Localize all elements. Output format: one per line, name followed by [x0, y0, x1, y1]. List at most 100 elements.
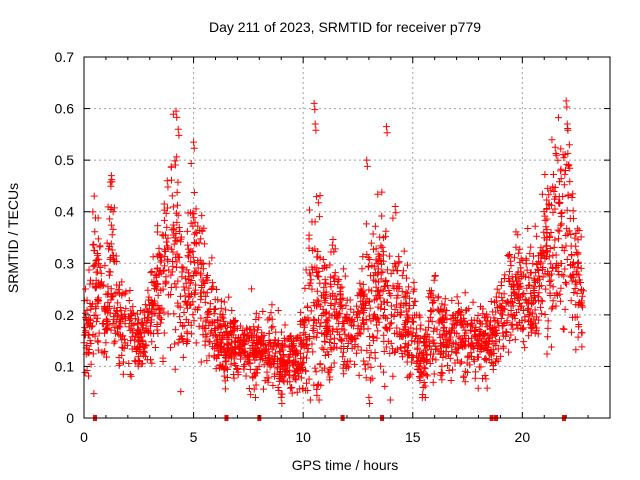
data-point	[223, 374, 231, 382]
data-point	[539, 273, 547, 281]
data-point	[86, 337, 94, 345]
data-point	[185, 284, 193, 292]
data-point	[411, 338, 419, 346]
data-point	[182, 274, 190, 282]
data-point	[574, 225, 582, 233]
data-point	[368, 374, 376, 382]
data-point	[108, 231, 116, 239]
data-point	[127, 307, 135, 315]
data-point	[313, 272, 321, 280]
data-point	[162, 279, 170, 287]
data-point	[82, 285, 90, 293]
data-point	[195, 303, 203, 311]
data-point	[385, 289, 393, 297]
data-point	[122, 305, 130, 313]
data-point	[253, 340, 261, 348]
data-point	[157, 286, 165, 294]
data-point	[374, 250, 382, 258]
data-point-peak	[174, 125, 182, 133]
y-tick-label: 0.4	[55, 204, 75, 220]
data-point-peak	[363, 162, 371, 170]
data-point	[200, 288, 208, 296]
data-point	[464, 368, 472, 376]
data-point	[522, 260, 530, 268]
data-point	[172, 230, 180, 238]
data-point	[110, 304, 118, 312]
data-point	[190, 289, 198, 297]
data-point	[215, 351, 223, 359]
data-point	[84, 321, 92, 329]
data-point	[252, 309, 260, 317]
data-point	[336, 335, 344, 343]
data-point	[426, 359, 434, 367]
data-point	[477, 303, 485, 311]
data-point	[440, 306, 448, 314]
data-point	[552, 193, 560, 201]
data-point	[268, 315, 276, 323]
data-point	[103, 353, 111, 361]
data-point	[441, 331, 449, 339]
data-point	[108, 293, 116, 301]
data-point	[545, 200, 553, 208]
data-point	[331, 272, 339, 280]
data-point	[197, 358, 205, 366]
data-point	[416, 350, 424, 358]
data-point	[191, 305, 199, 313]
data-point	[203, 289, 211, 297]
data-point	[271, 336, 279, 344]
data-point	[520, 306, 528, 314]
data-point-peak	[383, 129, 391, 137]
data-point	[180, 322, 188, 330]
data-point	[369, 230, 377, 238]
data-point	[541, 255, 549, 263]
data-point	[125, 359, 133, 367]
data-point	[562, 280, 570, 288]
data-point	[366, 333, 374, 341]
data-point-peak	[173, 113, 181, 121]
data-point	[157, 319, 165, 327]
data-point	[147, 269, 155, 277]
data-point	[139, 308, 147, 316]
data-point	[125, 297, 133, 305]
data-point	[234, 368, 242, 376]
data-point	[532, 268, 540, 276]
data-point	[340, 348, 348, 356]
data-point	[405, 341, 413, 349]
data-point	[322, 322, 330, 330]
data-point	[441, 301, 449, 309]
data-point	[225, 335, 233, 343]
data-point	[242, 372, 250, 380]
data-point	[94, 346, 102, 354]
data-point	[499, 329, 507, 337]
data-point	[106, 309, 114, 317]
data-point	[554, 268, 562, 276]
data-point	[534, 330, 542, 338]
data-point-peak	[108, 178, 116, 186]
data-point	[366, 354, 374, 362]
data-point	[343, 317, 351, 325]
data-point	[312, 368, 320, 376]
data-point	[546, 233, 554, 241]
data-point	[315, 396, 323, 404]
data-point	[393, 324, 401, 332]
data-point	[259, 385, 267, 393]
data-point	[321, 352, 329, 360]
data-point	[103, 325, 111, 333]
data-point	[575, 321, 583, 329]
data-point	[248, 342, 256, 350]
data-point	[193, 229, 201, 237]
data-point	[543, 229, 551, 237]
data-point	[286, 371, 294, 379]
data-point	[87, 276, 95, 284]
data-point	[516, 300, 524, 308]
data-point	[96, 242, 104, 250]
data-point	[283, 362, 291, 370]
data-point	[476, 330, 484, 338]
data-point	[201, 298, 209, 306]
data-point	[486, 325, 494, 333]
data-point	[89, 350, 97, 358]
data-point	[154, 280, 162, 288]
y-tick-label: 0.3	[55, 255, 75, 271]
data-point	[506, 268, 514, 276]
